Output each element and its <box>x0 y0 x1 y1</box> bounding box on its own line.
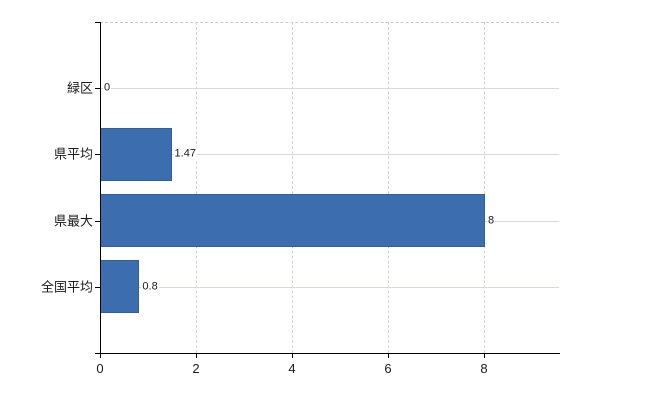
value-label: 1.47 <box>173 147 197 161</box>
bar-県平均 <box>101 128 172 181</box>
x-tick-label: 0 <box>96 361 104 376</box>
x-axis-tick <box>292 354 293 358</box>
h-gridline <box>100 287 559 288</box>
x-tick-label: 8 <box>480 361 488 376</box>
v-gridline <box>292 22 293 353</box>
x-axis-tick <box>196 354 197 358</box>
v-gridline <box>388 22 389 353</box>
category-label: 緑区 <box>66 80 93 96</box>
x-tick-label: 4 <box>288 361 296 376</box>
y-axis-tick <box>95 287 100 288</box>
h-gridline <box>100 154 559 155</box>
y-axis-tick <box>95 154 100 155</box>
x-tick-label: 6 <box>384 361 392 376</box>
v-gridline <box>196 22 197 353</box>
x-axis-line <box>95 353 560 354</box>
x-axis-tick <box>484 354 485 358</box>
plot-top-border <box>100 22 559 23</box>
x-axis-tick <box>388 354 389 358</box>
y-axis-line <box>100 22 101 354</box>
v-gridline <box>484 22 485 353</box>
category-label: 全国平均 <box>40 279 93 295</box>
x-tick-label: 2 <box>192 361 200 376</box>
y-axis-tick <box>95 88 100 89</box>
bar-県最大 <box>101 194 485 247</box>
value-label: 8 <box>487 214 496 228</box>
value-label: 0 <box>103 81 112 95</box>
bar-全国平均 <box>101 260 139 313</box>
category-label: 県最大 <box>53 213 93 229</box>
category-label: 県平均 <box>53 146 93 162</box>
x-axis-tick <box>100 354 101 358</box>
y-axis-tick <box>95 22 100 23</box>
h-gridline <box>100 88 559 89</box>
value-label: 0.8 <box>141 280 159 294</box>
y-axis-tick <box>95 221 100 222</box>
